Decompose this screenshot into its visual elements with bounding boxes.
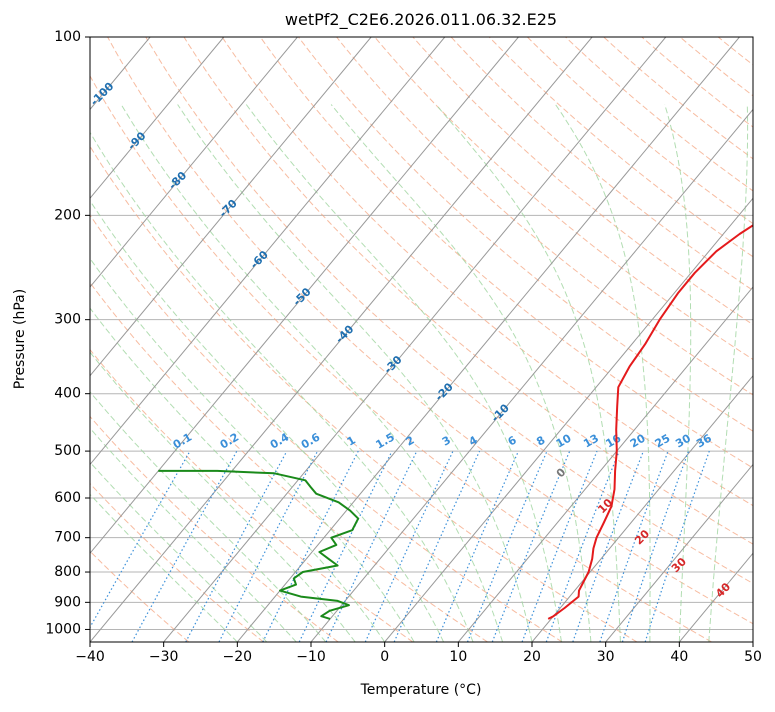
y-tick-label: 600: [54, 490, 81, 506]
mixing-ratio-line: [394, 451, 479, 642]
x-tick-label: −30: [149, 649, 179, 665]
dry-adiabat: [0, 37, 264, 642]
isotherm-line: [753, 37, 775, 642]
y-tick-label: 800: [54, 564, 81, 580]
x-tick-label: 10: [449, 649, 467, 665]
moist-adiabat: [0, 105, 296, 643]
isotherm-label: -10: [489, 401, 512, 424]
moist-adiabat-label: 20: [632, 527, 652, 547]
x-tick-label: −20: [223, 649, 253, 665]
background-lines: [0, 37, 775, 642]
mixing-ratio-label: 25: [653, 432, 673, 451]
isotherm-line: [164, 37, 666, 642]
mixing-ratio-line: [132, 451, 237, 642]
isotherm-label: -20: [433, 380, 456, 403]
x-tick-label: 30: [597, 649, 615, 665]
dry-adiabat: [718, 37, 775, 642]
isotherm-label: -90: [125, 129, 148, 152]
x-tick-label: 20: [523, 649, 541, 665]
dry-adiabat: [566, 37, 775, 642]
isotherm-line: [0, 37, 224, 642]
y-tick-label: 100: [54, 29, 81, 45]
isotherm-line: [679, 37, 775, 642]
x-tick-label: 0: [380, 649, 389, 665]
mixing-ratio-label: 6: [506, 433, 519, 448]
isotherm-line: [16, 37, 518, 642]
isotherm-label: -50: [290, 285, 313, 308]
moist-adiabat: [246, 105, 561, 643]
mixing-ratio-label: 30: [673, 431, 693, 450]
isotherm-label: -80: [166, 169, 189, 192]
x-tick-label: −10: [296, 649, 326, 665]
mixing-ratio-label: 0.2: [218, 431, 241, 452]
mixing-ratio-label: 16: [603, 431, 623, 450]
dry-adiabat: [0, 37, 562, 642]
dewpoint-profile: [158, 471, 358, 619]
mixing-ratio-line: [365, 451, 453, 642]
moist-adiabat: [0, 105, 385, 643]
y-tick-label: 700: [54, 530, 81, 546]
y-tick-label: 1000: [45, 621, 81, 637]
dry-adiabat: [451, 37, 775, 642]
isotherm-label: -40: [333, 322, 356, 345]
mixing-ratio-line: [82, 451, 190, 642]
moist-adiabat: [0, 105, 237, 643]
plot-frame: [90, 37, 753, 642]
dry-adiabat: [375, 37, 775, 642]
x-tick-label: 40: [670, 649, 688, 665]
dry-adiabat: [31, 37, 637, 642]
mixing-ratio-label: 3: [440, 434, 453, 449]
chart-title: wetPf2_C2E6.2026.011.06.32.E25: [285, 10, 557, 30]
mixing-ratio-label: 36: [694, 431, 714, 450]
mixing-ratio-label: 2: [404, 434, 417, 449]
moist-adiabat: [556, 105, 651, 643]
mixing-ratio-line: [468, 451, 548, 642]
isotherm-line: [237, 37, 739, 642]
mixing-ratio-label: 0.6: [299, 430, 323, 451]
x-tick-label: 50: [744, 649, 762, 665]
isotherm-label: -60: [248, 248, 271, 271]
x-tick-label: −40: [75, 649, 105, 665]
moist-adiabat: [0, 105, 326, 643]
y-tick-label: 500: [54, 443, 81, 459]
mixing-ratio-label: 13: [581, 432, 601, 451]
moist-adiabat: [0, 105, 267, 643]
y-tick-label: 400: [54, 386, 81, 402]
dry-adiabat: [222, 37, 775, 642]
x-axis-label: Temperature (°C): [360, 682, 482, 698]
dry-adiabat: [756, 37, 775, 642]
dry-adiabat: [680, 37, 775, 642]
mixing-ratio-line: [436, 451, 518, 642]
dry-adiabat: [0, 37, 338, 642]
mixing-ratio-label: 0.4: [268, 430, 292, 451]
dry-adiabat: [0, 37, 413, 642]
mixing-ratio-line: [263, 451, 359, 642]
y-axis-label: Pressure (hPa): [12, 289, 28, 389]
y-tick-label: 300: [54, 312, 81, 328]
y-tick-label: 900: [54, 594, 81, 610]
isotherm-line: [532, 37, 775, 642]
moist-adiabat: [436, 105, 621, 643]
y-tick-label: 200: [54, 207, 81, 223]
mixing-ratio-label: 8: [534, 434, 547, 449]
moist-adiabat: [331, 105, 591, 643]
isotherm-line: [0, 37, 371, 642]
isotherm-label: -100: [88, 79, 117, 108]
dry-adiabat: [642, 37, 775, 642]
mixing-ratio-label: 1: [345, 434, 358, 449]
dry-adiabat: [0, 37, 189, 642]
isotherm-line: [0, 37, 3, 642]
moist-adiabat-label: 0: [554, 465, 569, 480]
isotherm-label: -70: [217, 197, 240, 220]
moist-adiabat: [0, 105, 414, 643]
dry-adiabat: [184, 37, 775, 642]
dry-adiabat: [489, 37, 775, 642]
mixing-ratio-label: 1.5: [374, 431, 397, 452]
moist-adiabat: [74, 105, 473, 643]
